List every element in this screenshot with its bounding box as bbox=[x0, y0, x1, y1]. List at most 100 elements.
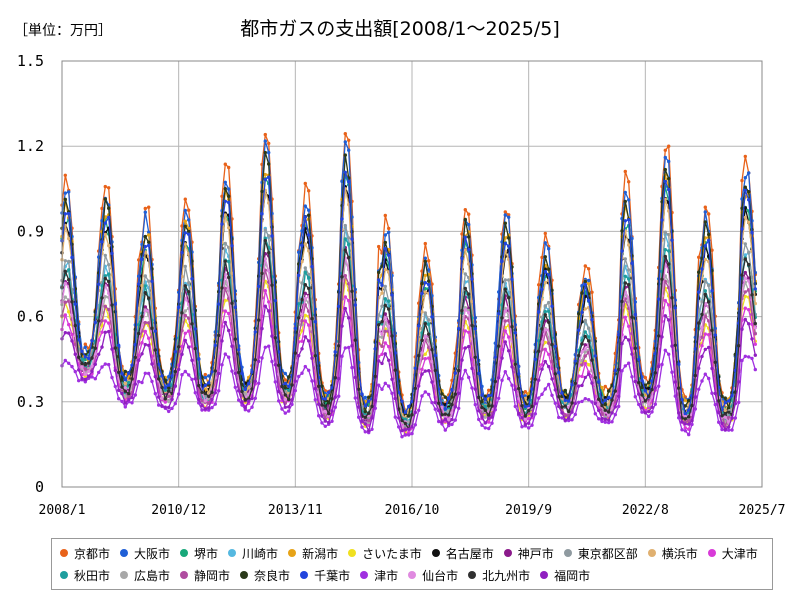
data-point bbox=[167, 389, 171, 393]
data-point bbox=[543, 269, 547, 274]
data-point bbox=[483, 415, 487, 419]
data-point bbox=[240, 389, 244, 394]
data-point bbox=[123, 369, 128, 374]
data-point bbox=[527, 421, 531, 425]
data-point bbox=[460, 309, 464, 313]
data-point bbox=[580, 363, 584, 367]
data-point bbox=[640, 410, 644, 414]
data-point bbox=[703, 244, 707, 248]
data-point bbox=[663, 148, 667, 152]
data-point bbox=[747, 198, 751, 202]
legend-item: 広島市 bbox=[116, 564, 170, 586]
data-point bbox=[83, 367, 88, 371]
data-point bbox=[617, 404, 621, 409]
data-point bbox=[143, 305, 147, 309]
data-point bbox=[580, 374, 584, 379]
legend-item: 大津市 bbox=[704, 542, 758, 564]
data-point bbox=[507, 213, 511, 217]
data-point bbox=[220, 194, 224, 198]
data-point bbox=[597, 380, 601, 384]
data-point bbox=[423, 369, 427, 373]
data-point bbox=[190, 377, 194, 382]
data-point bbox=[220, 363, 224, 367]
data-point bbox=[303, 242, 307, 246]
legend-marker-icon bbox=[56, 571, 72, 579]
data-point bbox=[217, 302, 221, 306]
data-point bbox=[693, 407, 697, 411]
data-point bbox=[353, 375, 357, 380]
data-point bbox=[523, 404, 527, 409]
data-point bbox=[233, 305, 237, 309]
legend-item: さいたま市 bbox=[344, 542, 422, 564]
data-point bbox=[453, 418, 457, 422]
data-point bbox=[380, 361, 384, 366]
data-point bbox=[190, 277, 194, 281]
data-point bbox=[433, 353, 437, 358]
data-point bbox=[187, 316, 191, 320]
data-point bbox=[180, 344, 184, 349]
data-point bbox=[447, 421, 451, 425]
data-point bbox=[550, 304, 554, 308]
data-point bbox=[690, 422, 694, 427]
data-point bbox=[697, 366, 701, 370]
data-point bbox=[707, 300, 711, 304]
data-point bbox=[710, 366, 714, 371]
data-point bbox=[450, 402, 454, 407]
data-point bbox=[633, 312, 637, 317]
data-point bbox=[623, 199, 627, 204]
data-point bbox=[310, 316, 314, 321]
data-point bbox=[743, 257, 747, 261]
data-point bbox=[620, 299, 624, 304]
data-point bbox=[427, 322, 431, 326]
data-point bbox=[147, 205, 151, 209]
legend-marker-icon bbox=[116, 571, 132, 579]
data-point bbox=[360, 392, 364, 396]
data-point bbox=[190, 358, 194, 362]
legend-marker-icon bbox=[464, 571, 480, 579]
data-point bbox=[547, 382, 551, 387]
data-point bbox=[93, 320, 98, 325]
data-point bbox=[67, 211, 71, 216]
data-point bbox=[540, 340, 544, 344]
data-point bbox=[130, 395, 134, 400]
data-point bbox=[620, 341, 624, 346]
data-point bbox=[700, 312, 704, 317]
data-point bbox=[747, 190, 751, 194]
data-point bbox=[687, 419, 691, 423]
data-point bbox=[650, 379, 654, 383]
data-point bbox=[740, 178, 744, 183]
data-point bbox=[87, 361, 91, 365]
data-point bbox=[380, 344, 384, 348]
data-point bbox=[630, 315, 634, 319]
data-point bbox=[587, 335, 591, 339]
data-point bbox=[223, 213, 227, 217]
data-point bbox=[160, 374, 164, 378]
data-point bbox=[460, 358, 464, 362]
data-point bbox=[267, 309, 271, 313]
data-point bbox=[627, 338, 631, 342]
data-point bbox=[703, 289, 707, 293]
data-point bbox=[387, 384, 391, 388]
data-point bbox=[623, 190, 627, 195]
data-point bbox=[260, 326, 264, 331]
data-point bbox=[70, 255, 74, 260]
data-point bbox=[413, 423, 417, 427]
data-point bbox=[353, 396, 357, 400]
data-point bbox=[283, 397, 287, 402]
data-point bbox=[310, 356, 314, 360]
data-point bbox=[653, 402, 657, 406]
data-point bbox=[673, 343, 677, 347]
data-point bbox=[177, 305, 181, 309]
data-point bbox=[540, 363, 544, 367]
data-point bbox=[120, 385, 124, 389]
data-point bbox=[353, 338, 357, 342]
data-point bbox=[673, 306, 677, 310]
data-point bbox=[613, 368, 617, 373]
data-point bbox=[273, 336, 277, 340]
data-point bbox=[747, 308, 751, 312]
data-point bbox=[670, 344, 674, 348]
data-point bbox=[463, 346, 467, 350]
data-point bbox=[187, 290, 191, 294]
data-point bbox=[63, 331, 67, 335]
data-point bbox=[423, 241, 427, 246]
